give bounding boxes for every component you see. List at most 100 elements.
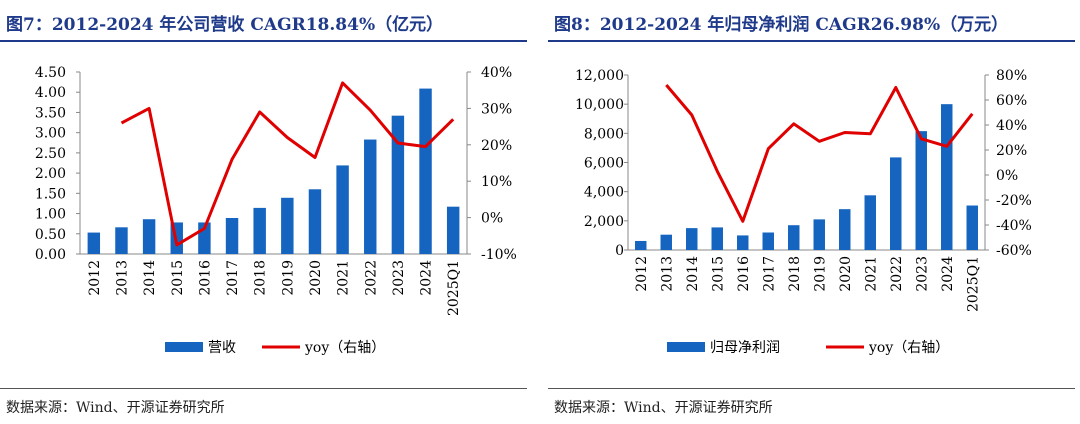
x-tick-label: 2020 — [838, 256, 854, 292]
bar — [281, 197, 294, 254]
x-tick-label: 2022 — [363, 260, 379, 296]
bar — [253, 207, 266, 254]
x-tick-label: 2012 — [634, 256, 650, 292]
bar — [839, 209, 851, 250]
right-tick-label: 30% — [481, 101, 512, 117]
left-tick-label: 0.00 — [35, 247, 66, 263]
x-tick-label: 2013 — [659, 256, 675, 292]
right-tick-label: -10% — [481, 247, 517, 263]
left-tick-label: 3.00 — [35, 126, 66, 142]
bar — [115, 227, 128, 254]
bar — [711, 227, 723, 250]
bar — [446, 206, 460, 254]
x-tick-label: 2025Q1 — [446, 260, 462, 316]
bar — [915, 131, 927, 250]
left-tick-label: 8,000 — [584, 126, 624, 142]
right-tick-label: 20% — [996, 143, 1027, 159]
yoy-line — [120, 81, 455, 247]
left-tick-label: 4.50 — [35, 65, 66, 81]
x-tick-label: 2015 — [170, 260, 186, 296]
bar — [813, 219, 825, 250]
legend-swatch-bar — [667, 342, 705, 352]
right-tick-label: 10% — [481, 174, 512, 190]
bar — [966, 205, 978, 250]
x-tick-label: 2024 — [419, 260, 435, 296]
legend-label-bar: 营收 — [208, 340, 236, 356]
bar — [336, 165, 349, 254]
right-tick-label: 80% — [996, 68, 1027, 84]
source-rule — [548, 388, 1075, 389]
legend-swatch-bar — [165, 342, 203, 352]
x-tick-label: 2019 — [280, 260, 296, 296]
right-tick-label: 40% — [996, 118, 1027, 134]
x-tick-label: 2013 — [114, 260, 130, 296]
legend-label-line: yoy（右轴） — [868, 340, 949, 356]
x-tick-label: 2021 — [863, 256, 879, 292]
bar — [762, 232, 774, 250]
x-tick-label: 2019 — [812, 256, 828, 292]
x-tick-label: 2012 — [87, 260, 103, 296]
right-tick-label: 20% — [481, 138, 512, 154]
title-rule — [548, 40, 1075, 42]
bar — [364, 139, 377, 254]
x-tick-label: 2014 — [142, 260, 158, 296]
bar — [419, 88, 432, 255]
yoy-line — [665, 84, 974, 223]
right-tick-label: -60% — [996, 243, 1032, 259]
chart-panel-net-profit: 图8：2012-2024 年归母净利润 CAGR26.98%（万元） 0 2,00… — [548, 0, 1075, 424]
source-rule — [0, 388, 527, 389]
bar — [788, 225, 800, 250]
revenue-chart: 0.00 0.50 1.00 1.50 2.00 2.50 3.00 3.50 4.00 4.50… — [35, 65, 517, 356]
x-tick-label: 2016 — [736, 256, 752, 292]
left-tick-label: 0 — [615, 243, 624, 259]
left-tick-label: 2.00 — [35, 166, 66, 182]
x-tick-label: 2020 — [308, 260, 324, 296]
bar — [225, 218, 239, 254]
right-tick-label: -20% — [996, 193, 1032, 209]
left-tick-label: 12,000 — [575, 68, 624, 84]
x-tick-label: 2016 — [197, 260, 213, 296]
left-tick-label: 4,000 — [584, 185, 624, 201]
left-tick-label: 2,000 — [584, 214, 624, 230]
right-tick-label: 40% — [481, 65, 512, 81]
bar — [941, 104, 953, 250]
net-profit-chart: 0 2,000 4,000 6,000 8,000 10,000 12,000 -60% -40… — [575, 68, 1032, 356]
left-tick-label: 10,000 — [575, 97, 624, 113]
right-tick-label: -40% — [996, 218, 1032, 234]
bar — [87, 232, 101, 254]
x-tick-label: 2023 — [391, 260, 407, 296]
left-tick-label: 3.50 — [35, 105, 66, 121]
source-note: 数据来源：Wind、开源证券研究所 — [554, 400, 773, 416]
left-tick-label: 4.00 — [35, 85, 66, 101]
bar — [686, 228, 698, 250]
left-tick-label: 1.50 — [35, 186, 66, 202]
bar — [864, 195, 876, 250]
bar — [890, 157, 902, 250]
x-tick-label: 2024 — [940, 256, 956, 292]
right-tick-label: 0% — [481, 211, 503, 227]
bar — [660, 234, 672, 250]
left-tick-label: 6,000 — [584, 156, 624, 172]
legend-label-line: yoy（右轴） — [304, 340, 385, 356]
left-tick-label: 2.50 — [35, 146, 66, 162]
x-tick-label: 2022 — [889, 256, 905, 292]
x-tick-label: 2014 — [685, 256, 701, 292]
bar — [635, 240, 647, 250]
bar — [391, 115, 405, 255]
title-rule — [0, 40, 527, 42]
x-tick-label: 2015 — [710, 256, 726, 292]
legend-label-bar: 归母净利润 — [710, 339, 780, 356]
figure-title: 图8：2012-2024 年归母净利润 CAGR26.98%（万元） — [554, 15, 1009, 35]
right-tick-label: 60% — [996, 93, 1027, 109]
right-tick-label: 0% — [996, 168, 1018, 184]
x-tick-label: 2018 — [253, 260, 269, 296]
bar — [308, 189, 322, 254]
bar — [142, 219, 156, 254]
x-tick-label: 2017 — [761, 256, 777, 292]
x-tick-label: 2025Q1 — [965, 256, 981, 312]
x-tick-label: 2021 — [336, 260, 352, 296]
chart-panel-revenue: 图7：2012-2024 年公司营收 CAGR18.84%（亿元） 0.00 0.… — [0, 0, 527, 424]
left-tick-label: 1.00 — [35, 207, 66, 223]
figure-title: 图7：2012-2024 年公司营收 CAGR18.84%（亿元） — [6, 15, 444, 35]
x-tick-label: 2017 — [225, 260, 241, 296]
